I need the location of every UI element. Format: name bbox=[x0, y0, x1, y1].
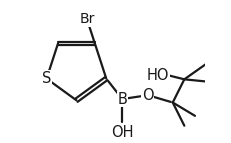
Text: O: O bbox=[141, 88, 153, 103]
Text: HO: HO bbox=[146, 68, 168, 83]
Text: Br: Br bbox=[79, 12, 94, 26]
Text: B: B bbox=[117, 92, 127, 107]
Text: S: S bbox=[42, 71, 51, 86]
Text: OH: OH bbox=[110, 125, 133, 140]
